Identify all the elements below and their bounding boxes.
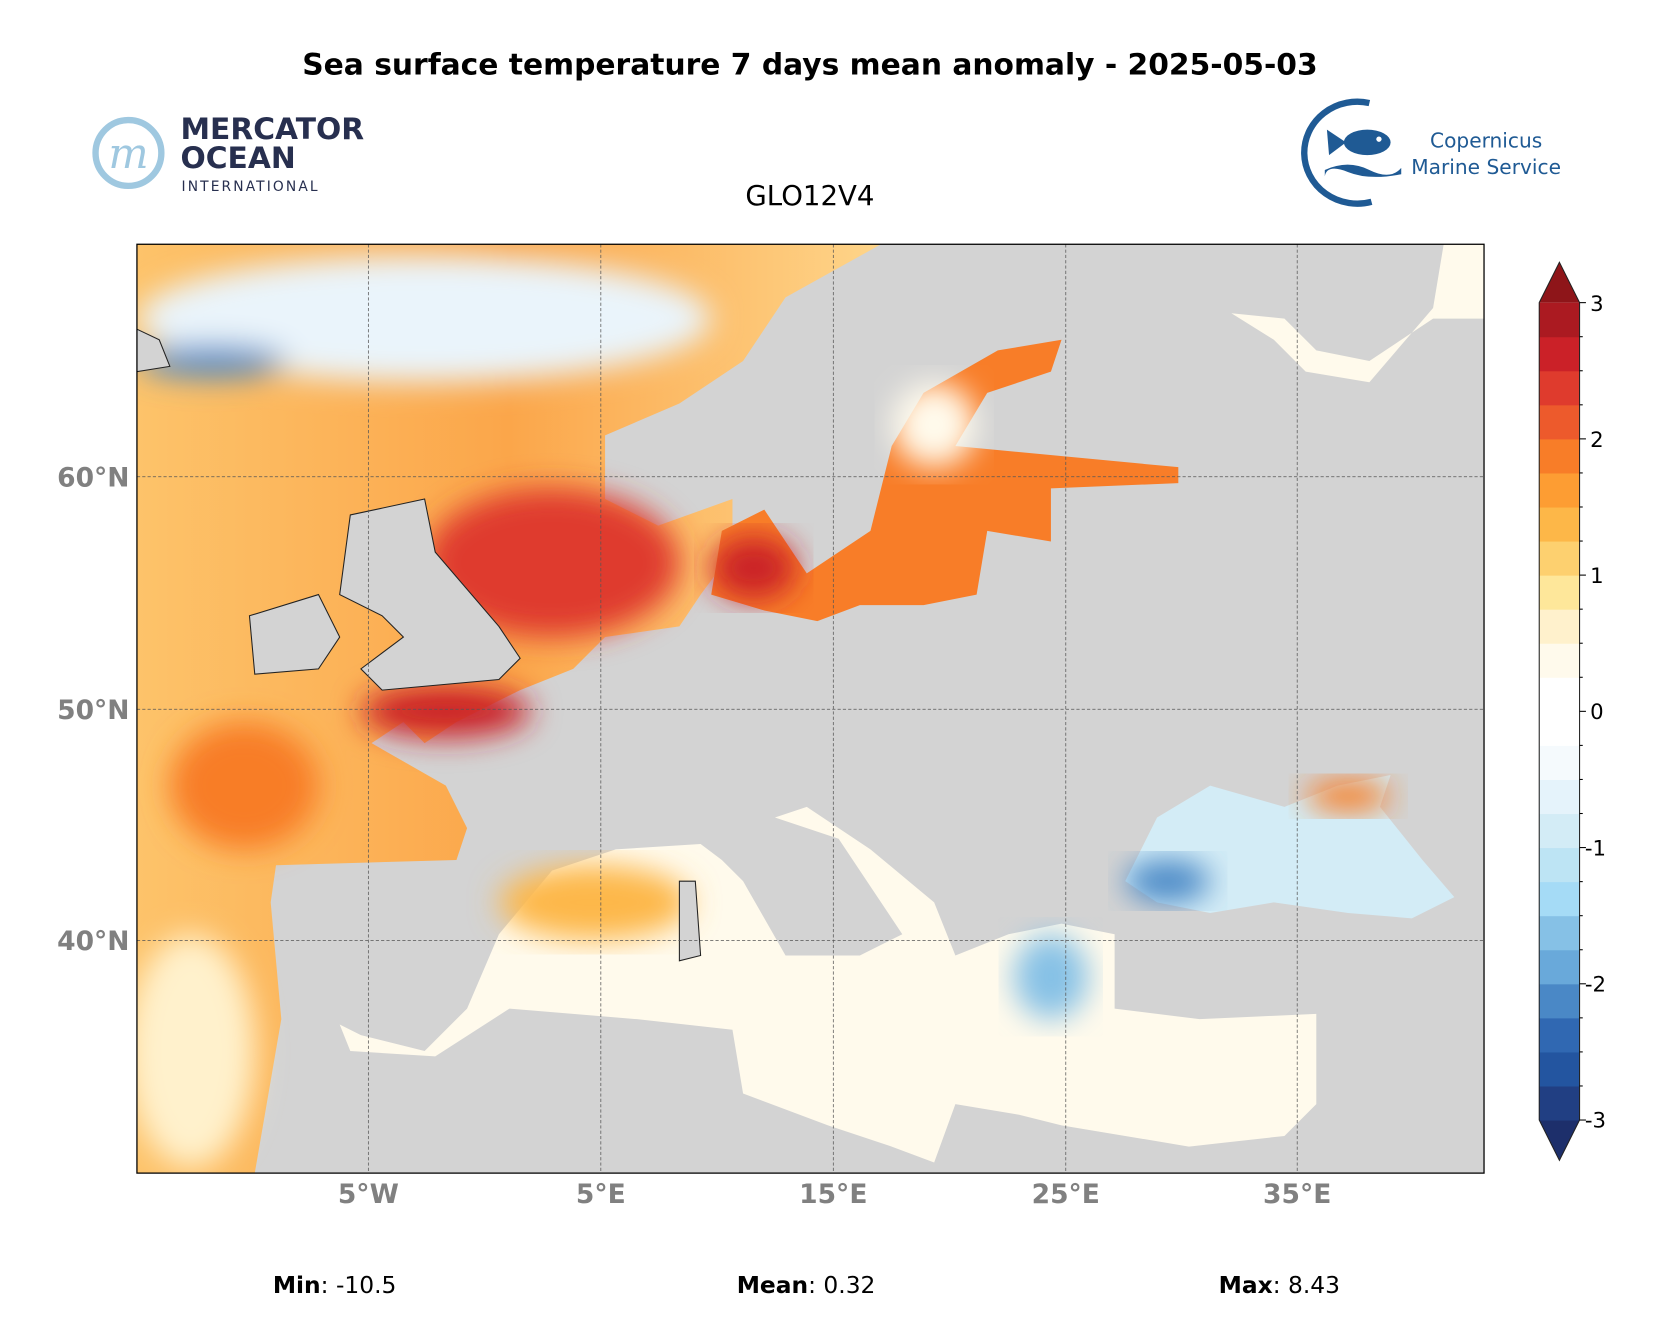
colorbar-tick-label: -2 [1585,973,1606,998]
colorbar-segment [1539,711,1580,746]
colorbar-segment [1539,1051,1580,1087]
great-britain [339,498,521,691]
stat-mean-value: : 0.32 [808,1271,875,1299]
mercator-wave-icon [92,116,165,190]
colorbar-segment [1539,813,1580,849]
stat-min: Min: -10.5 [273,1271,397,1299]
colorbar-segment [1539,575,1580,610]
colorbar-segment [1539,847,1580,883]
stat-max-label: Max [1219,1271,1273,1299]
chart-title: Sea surface temperature 7 days mean anom… [302,47,1317,82]
colorbar-segment [1539,677,1580,712]
lon-label: 35°E [1263,1179,1331,1210]
colorbar-segment [1539,1017,1580,1053]
colorbar-segment [1539,779,1580,815]
colorbar-segment [1539,472,1580,508]
colorbar-segment [1539,915,1580,951]
colorbar-segment [1539,404,1580,440]
colorbar-segment [1539,643,1580,678]
stat-mean: Mean: 0.32 [737,1271,876,1299]
colorbar-segment [1539,438,1580,474]
colorbar-segment [1539,983,1580,1019]
map-frame [136,243,1485,1174]
colorbar-tick-label: 0 [1590,700,1604,725]
logo-text: OCEAN [180,141,295,176]
logo-text: INTERNATIONAL [182,179,320,195]
colorbar-segment [1539,302,1580,338]
colorbar-extend-min [1539,1120,1580,1161]
lon-label: 5°W [338,1179,399,1210]
colorbar-tick-label: 3 [1590,292,1604,317]
colorbar-segment [1539,609,1580,644]
colorbar-extend-max [1539,262,1580,303]
lat-label: 60°N [57,462,129,493]
model-subtitle: GLO12V4 [745,179,874,212]
lon-label: 25°E [1032,1179,1100,1210]
colorbar-segment [1539,336,1580,372]
white-sea [1231,244,1485,383]
iceland [136,328,171,373]
colorbar [1538,261,1586,1162]
colorbar-segment [1539,881,1580,917]
colorbar-segment [1539,541,1580,576]
logo-text: Marine Service [1411,155,1561,179]
gridlines [136,244,1485,1174]
colorbar-tick-label: 1 [1590,564,1604,589]
logo-text: Copernicus [1430,129,1542,153]
stat-max-value: : 8.43 [1273,1271,1340,1299]
colorbar-tick-label: 2 [1590,428,1604,453]
stat-max: Max: 8.43 [1219,1271,1340,1299]
colorbar-segment [1539,506,1580,542]
lat-label: 50°N [57,695,129,726]
stat-min-label: Min [273,1271,321,1299]
logo-text: MERCATOR [180,112,364,147]
stat-mean-label: Mean [737,1271,808,1299]
colorbar-segment [1539,370,1580,406]
baltic-sea [711,339,1179,622]
colorbar-segment [1539,949,1580,985]
lon-label: 15°E [799,1179,867,1210]
mercator-ocean-logo: m MERCATOR OCEAN INTERNATIONAL [92,112,364,195]
colorbar-tick-label: -3 [1585,1108,1606,1133]
colorbar-segment [1539,1085,1580,1121]
ireland [248,593,341,675]
svg-text:m: m [108,130,148,179]
anomaly-map [136,244,1485,1174]
fish-icon [1326,129,1391,156]
stat-min-value: : -10.5 [321,1271,397,1299]
lat-label: 40°N [57,926,129,957]
copernicus-marine-logo: Copernicus Marine Service [1301,98,1561,207]
colorbar-segment [1539,745,1580,780]
lon-label: 5°E [576,1179,626,1210]
colorbar-tick-label: -1 [1585,837,1606,862]
